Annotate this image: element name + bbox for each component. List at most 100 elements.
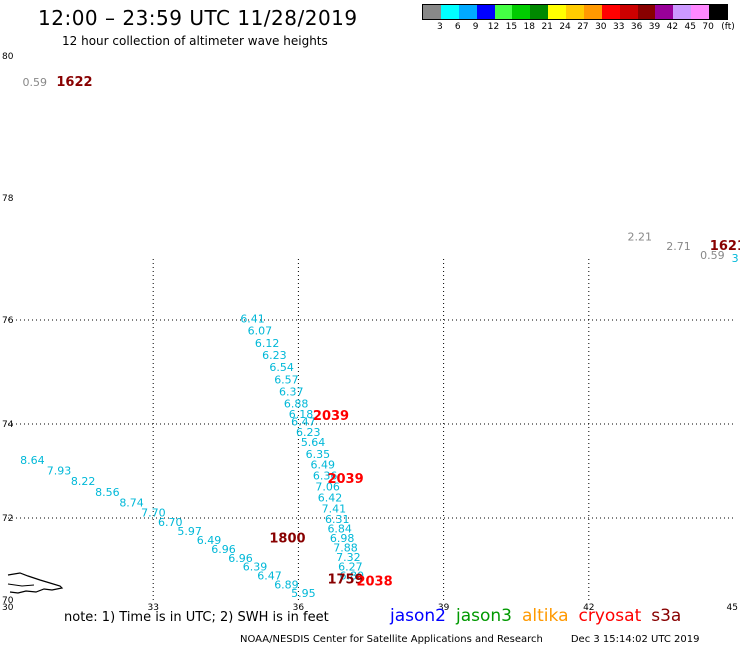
legend-entry-jason3: jason3 (456, 606, 512, 626)
color-swatch (458, 5, 477, 19)
credit-text: NOAA/NESDIS Center for Satellite Applica… (240, 634, 543, 645)
color-swatch (566, 5, 584, 19)
wave-height-point: 6.41 (240, 313, 265, 326)
wave-height-point: 6.70 (158, 516, 183, 529)
color-scale-tick: (ft) (721, 22, 735, 32)
color-swatch (619, 5, 638, 19)
wave-height-point: 8.64 (20, 454, 44, 467)
pass-time-label: 1800 (269, 532, 305, 547)
color-swatch (583, 5, 602, 19)
wave-height-point: 7.06 (315, 481, 340, 494)
pass-time-label: 2038 (356, 575, 392, 590)
wave-height-point: 7.41 (322, 502, 347, 515)
legend-entry-cryosat: cryosat (578, 606, 642, 626)
color-scale-tick: 3 (437, 22, 443, 32)
wave-height-point: 7.88 (333, 542, 358, 555)
wave-height-point: 6.23 (296, 426, 321, 439)
color-scale-tick: 42 (666, 22, 679, 32)
wave-height-point: 6.47 (257, 570, 282, 583)
wave-height-point: 7.93 (47, 464, 72, 477)
legend-entry-s3a: s3a (651, 606, 682, 626)
x-tick-label: 39 (438, 603, 450, 613)
wave-height-point: 6.42 (318, 492, 343, 505)
chart-title: 12:00 – 23:59 UTC 11/28/2019 (38, 6, 358, 30)
coastline-fragment (7, 572, 64, 594)
color-swatch (601, 5, 620, 19)
plot-grid (8, 259, 734, 600)
credit-line: NOAA/NESDIS Center for Satellite Applica… (240, 634, 699, 645)
wave-height-point: 8.22 (71, 475, 96, 488)
color-scale-tick: 21 (541, 22, 553, 32)
color-scale-tick: 6 (454, 22, 461, 32)
wave-height-point: 6.35 (306, 448, 331, 461)
wave-height-point: 6.54 (269, 361, 294, 374)
data-points: 8.647.938.228.568.747.706.705.976.496.96… (20, 75, 740, 600)
color-scale-tick: 9 (472, 22, 479, 32)
wave-height-point: 2.71 (666, 240, 691, 253)
color-swatch (637, 5, 656, 19)
wave-height-point: 6.37 (279, 385, 304, 398)
wave-height-point: 6.84 (327, 522, 352, 535)
pass-time-label: 2039 (327, 472, 363, 487)
legend-entry-jason2: jason2 (390, 606, 446, 626)
wave-height-point: 0.59 (23, 76, 48, 89)
pass-time-label: 1622 (56, 75, 92, 90)
color-scale-tick: 45 (684, 22, 696, 32)
color-scale-tick: 33 (612, 22, 625, 32)
color-swatch (673, 5, 692, 19)
wave-height-point: 6.49 (311, 459, 336, 472)
color-swatch (494, 5, 513, 19)
y-tick-label: 76 (2, 316, 14, 326)
wave-height-point: 6.39 (243, 560, 267, 573)
color-swatch (440, 5, 459, 19)
y-tick-label: 72 (2, 514, 13, 524)
color-swatch (709, 5, 727, 19)
color-swatch (548, 5, 566, 19)
wave-height-point: 6.12 (255, 337, 280, 350)
y-tick-label: 74 (2, 420, 14, 430)
wave-height-point: 8.56 (95, 486, 120, 499)
coastline (7, 572, 64, 594)
wave-height-point: 7.70 (141, 507, 166, 520)
wave-height-point: 6.96 (228, 552, 253, 565)
wave-height-point: 6.80 (340, 570, 365, 583)
color-scale-tick: 15 (505, 22, 518, 32)
wave-height-point: 6.18 (289, 408, 314, 421)
wave-height-point: 6.27 (338, 560, 363, 573)
wave-height-point: 6.23 (262, 349, 287, 362)
wave-height-point: 5.97 (177, 525, 202, 538)
color-swatch (476, 5, 495, 19)
wave-height-point: 6.89 (274, 579, 299, 592)
wave-height-point: 6.57 (274, 373, 299, 386)
color-scale-tick: 24 (559, 22, 571, 32)
wave-height-point: 6.98 (330, 532, 355, 545)
x-tick-label: 45 (727, 603, 738, 613)
color-scale-tick: 70 (702, 22, 714, 32)
wave-height-point: 8.74 (119, 496, 144, 509)
color-swatch (655, 5, 674, 19)
wave-height-point: 2.21 (628, 231, 653, 244)
color-swatch (691, 5, 709, 19)
x-tick-label: 36 (293, 603, 305, 613)
pass-time-label: 2039 (313, 409, 349, 424)
chart-subtitle: 12 hour collection of altimeter wave hei… (62, 34, 328, 48)
x-tick-label: 33 (147, 603, 158, 613)
wave-height-point: 6.47 (291, 415, 316, 428)
wave-height-point: 6.31 (325, 513, 350, 526)
y-tick-label: 80 (2, 52, 14, 62)
color-scale-tick: 39 (648, 22, 661, 32)
color-swatch (530, 5, 549, 19)
color-scale-tick: 27 (577, 22, 589, 32)
wave-height-point: 5.95 (291, 587, 316, 600)
color-scale-tick: 36 (630, 22, 643, 32)
x-tick-label: 42 (583, 603, 594, 613)
footnote: note: 1) Time is in UTC; 2) SWH is in fe… (64, 610, 329, 625)
color-scale-swatches (422, 4, 728, 20)
wave-height-point: 6.49 (197, 534, 222, 547)
color-scale-legend: 3 6 9 12 15 18 21 24 27 30 33 36 39 42 45 70 (ft) (422, 4, 740, 34)
coastline-fragment (7, 583, 35, 587)
wave-height-point: 6.36 (313, 469, 338, 482)
timestamp: Dec 3 15:14:02 UTC 2019 (570, 634, 700, 645)
